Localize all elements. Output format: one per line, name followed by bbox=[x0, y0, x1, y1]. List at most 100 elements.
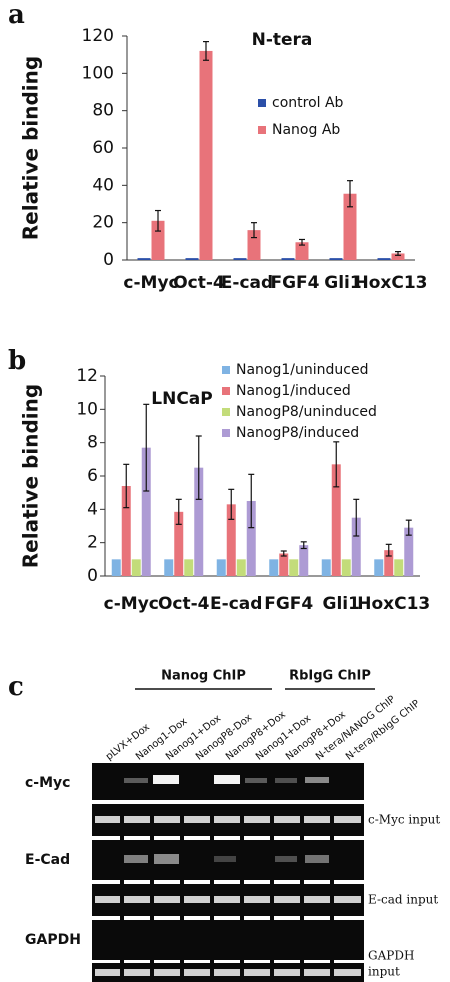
x-tick-label: Oct-4 bbox=[173, 273, 225, 293]
bar bbox=[377, 258, 391, 260]
bar bbox=[351, 517, 361, 576]
error-bar bbox=[333, 441, 340, 488]
gel-band bbox=[245, 778, 267, 783]
bar bbox=[185, 258, 199, 260]
legend-swatch bbox=[222, 429, 230, 437]
input-label: GAPDH bbox=[368, 949, 414, 963]
error-bar bbox=[353, 498, 360, 537]
error-bar bbox=[385, 543, 392, 557]
panel-label: c bbox=[8, 672, 24, 702]
bar bbox=[247, 230, 261, 260]
bar bbox=[226, 504, 236, 576]
bar bbox=[279, 553, 289, 576]
x-tick-label: FGF4 bbox=[264, 594, 313, 614]
y-axis-label: Relative binding bbox=[19, 384, 43, 568]
gel-band bbox=[305, 777, 329, 783]
x-tick-label: Oct-4 bbox=[158, 594, 210, 614]
input-label: E-cad input bbox=[368, 893, 438, 907]
row-label: GAPDH bbox=[25, 932, 81, 948]
error-bar bbox=[155, 209, 161, 232]
y-tick-label: 100 bbox=[82, 63, 114, 83]
y-tick-label: 0 bbox=[103, 250, 114, 270]
group-label: RbIgG ChIP bbox=[289, 669, 371, 684]
error-bar bbox=[143, 403, 150, 492]
bar bbox=[199, 50, 213, 260]
y-tick-label: 4 bbox=[87, 499, 98, 519]
gel-band bbox=[124, 855, 148, 863]
gel-strip bbox=[92, 920, 364, 960]
x-tick-label: Gli1 bbox=[323, 594, 360, 614]
bar bbox=[236, 559, 246, 576]
y-tick-label: 40 bbox=[92, 175, 114, 195]
legend-label: Nanog1/induced bbox=[236, 383, 351, 399]
bar bbox=[384, 550, 394, 576]
gel-band bbox=[95, 969, 361, 976]
y-tick-label: 12 bbox=[76, 366, 98, 386]
y-tick-label: 8 bbox=[87, 433, 98, 453]
input-bands bbox=[95, 816, 361, 976]
error-bar bbox=[195, 435, 202, 500]
x-tick-label: Gli1 bbox=[324, 273, 361, 293]
x-tick-label: c-Myc bbox=[104, 594, 159, 614]
error-bar bbox=[251, 222, 257, 239]
bar bbox=[184, 559, 194, 576]
bar bbox=[295, 242, 309, 260]
bar bbox=[174, 511, 184, 576]
error-bar bbox=[395, 251, 401, 256]
row-label: c-Myc bbox=[25, 775, 70, 791]
gel-band bbox=[95, 896, 361, 903]
error-bar bbox=[123, 463, 130, 509]
gel-band bbox=[153, 854, 179, 864]
bar bbox=[246, 501, 256, 576]
y-tick-label: 10 bbox=[76, 399, 98, 419]
error-bar bbox=[405, 519, 412, 536]
bar bbox=[404, 527, 414, 576]
bar bbox=[121, 486, 131, 576]
x-tick-label: FGF4 bbox=[270, 273, 319, 293]
gel-band bbox=[305, 855, 329, 863]
error-bar bbox=[280, 550, 287, 557]
chart-title: N-tera bbox=[252, 30, 313, 50]
bar bbox=[299, 545, 309, 576]
bar bbox=[341, 559, 351, 576]
bar bbox=[141, 447, 151, 576]
error-bar bbox=[228, 488, 235, 520]
bar bbox=[137, 258, 151, 260]
group-label: Nanog ChIP bbox=[161, 669, 246, 684]
legend-label: Nanog Ab bbox=[272, 122, 340, 138]
y-tick-label: 80 bbox=[92, 101, 114, 121]
legend-swatch bbox=[222, 387, 230, 395]
y-tick-label: 120 bbox=[82, 26, 114, 46]
legend-swatch bbox=[222, 408, 230, 416]
input-label: input bbox=[368, 965, 400, 979]
gel-image bbox=[92, 763, 364, 982]
x-tick-label: HoxC13 bbox=[354, 273, 427, 293]
gel-band bbox=[214, 856, 236, 862]
error-bar bbox=[347, 180, 353, 208]
error-bar bbox=[175, 498, 182, 525]
bar bbox=[331, 464, 341, 576]
y-tick-label: 60 bbox=[92, 138, 114, 158]
error-bar bbox=[248, 473, 255, 529]
gel-band bbox=[214, 775, 240, 784]
y-tick-label: 6 bbox=[87, 466, 98, 486]
gel-band bbox=[124, 778, 148, 783]
gel-band bbox=[275, 778, 297, 783]
error-bar bbox=[300, 541, 307, 550]
error-bar bbox=[203, 40, 209, 61]
row-label: E-Cad bbox=[25, 852, 70, 868]
bar bbox=[394, 559, 404, 576]
bar bbox=[391, 253, 405, 260]
bar bbox=[131, 559, 141, 576]
legend-swatch bbox=[258, 126, 266, 134]
legend-label: NanogP8/induced bbox=[236, 425, 359, 441]
y-tick-label: 20 bbox=[92, 213, 114, 233]
x-tick-label: E-cad bbox=[210, 594, 262, 614]
legend-swatch bbox=[222, 366, 230, 374]
y-axis-label: Relative binding bbox=[19, 56, 43, 240]
bar bbox=[164, 559, 174, 576]
gel-band bbox=[153, 775, 179, 784]
chart-title: LNCaP bbox=[151, 389, 212, 409]
bar bbox=[151, 220, 165, 260]
